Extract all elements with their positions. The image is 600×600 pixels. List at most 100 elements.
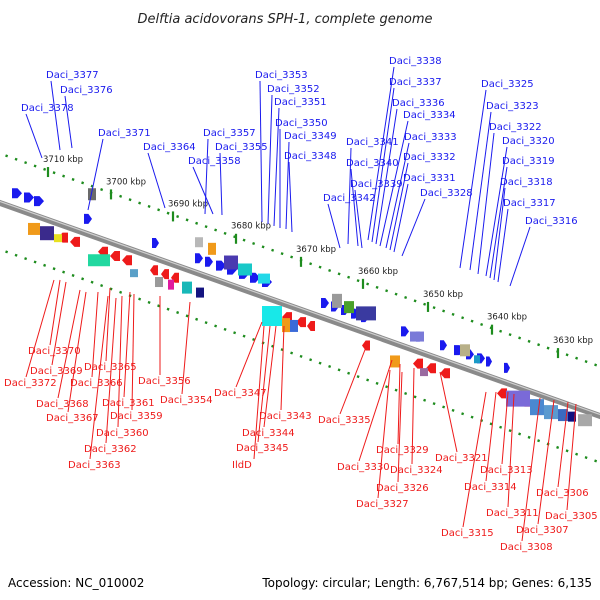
upper-tick-dot: [128, 198, 132, 202]
lower-tick-dot: [461, 412, 465, 416]
upper-tick-dot: [214, 228, 218, 232]
feature-block: [506, 390, 530, 407]
leader-daci-3329: [397, 363, 401, 445]
leader-daci-3364: [147, 152, 166, 209]
leader-daci-3366: [91, 291, 99, 378]
lower-tick-dot: [176, 311, 180, 315]
gene-label-daci-3323: Daci_3323: [486, 101, 539, 112]
gene-label-daci-3311: Daci_3311: [486, 508, 539, 519]
leader-daci-3342: [327, 203, 341, 249]
kbp-tick-label: 3640 kbp: [487, 313, 527, 323]
feature-block: [195, 237, 203, 248]
upper-tick-dot: [52, 171, 56, 175]
lower-tick-dot: [204, 321, 208, 325]
leader-daci-3313: [501, 391, 509, 465]
gene-label-daci-3343: Daci_3343: [259, 411, 312, 422]
upper-tick-dot: [584, 360, 588, 364]
gene-label-daci-3354: Daci_3354: [160, 395, 213, 406]
gene-label-daci-3344: Daci_3344: [242, 428, 295, 439]
upper-tick-dot: [347, 275, 351, 279]
leader-daci-3352: [267, 94, 273, 225]
gene-label-daci-3326: Daci_3326: [376, 483, 429, 494]
leader-daci-3345: [257, 325, 271, 443]
leader-daci-3357: [204, 138, 209, 215]
gene-label-daci-3324: Daci_3324: [390, 465, 443, 476]
forward-gene-arrow: [250, 272, 260, 283]
leader-daci-3336: [375, 108, 398, 245]
upper-tick-dot: [24, 161, 28, 165]
leader-daci-3344: [263, 325, 277, 428]
lower-tick-dot: [451, 408, 455, 412]
reverse-gene-arrow: [161, 269, 169, 280]
upper-tick-dot: [195, 221, 199, 225]
upper-tick-dot: [499, 329, 503, 333]
feature-block: [344, 301, 354, 314]
leader-daci-3331: [393, 183, 409, 253]
lower-tick-dot: [242, 334, 246, 338]
lower-tick-dot: [33, 260, 37, 264]
upper-tick-dot: [442, 309, 446, 313]
lower-tick-dot: [385, 385, 389, 389]
gene-label-daci-3363: Daci_3363: [68, 460, 121, 471]
gene-label-daci-3339: Daci_3339: [350, 179, 403, 190]
gene-label-daci-3329: Daci_3329: [376, 445, 429, 456]
gene-label-daci-3366: Daci_3366: [70, 378, 123, 389]
leader-layer: [25, 66, 577, 542]
leader-daci-3317: [497, 208, 509, 283]
leader-daci-3348: [288, 161, 293, 233]
backbone-line: [0, 199, 600, 420]
lower-tick-dot: [366, 378, 370, 382]
lower-tick-dot: [195, 317, 199, 321]
gene-label-daci-3361: Daci_3361: [102, 398, 155, 409]
leader-daci-3347: [235, 321, 263, 388]
kbp-tick-label: 3650 kbp: [423, 290, 463, 300]
gene-label-daci-3321: Daci_3321: [435, 453, 488, 464]
upper-tick-dot: [100, 188, 104, 192]
upper-tick-dot: [280, 252, 284, 256]
gene-label-daci-3350: Daci_3350: [275, 118, 328, 129]
gene-label-daci-3325: Daci_3325: [481, 79, 534, 90]
gene-label-daci-3352: Daci_3352: [267, 84, 320, 95]
kbp-tick-label: 3690 kbp: [168, 199, 208, 209]
upper-tick-dot: [394, 292, 398, 296]
reverse-gene-arrow: [440, 368, 450, 379]
lower-tick-dot: [594, 459, 598, 463]
kbp-tick-label: 3660 kbp: [358, 267, 398, 277]
reverse-gene-arrow: [150, 265, 158, 276]
tick-layer: 3710 kbp 3700 kbp 3690 kbp 3680 kbp 3670 kbp…: [5, 154, 598, 463]
leader-daci-3326: [397, 371, 403, 483]
upper-tick-dot: [166, 211, 170, 215]
upper-tick-dot: [328, 268, 332, 273]
gene-label-daci-3308: Daci_3308: [500, 542, 553, 553]
forward-gene-arrow: [216, 260, 226, 271]
gene-label-daci-3362: Daci_3362: [84, 444, 137, 455]
lower-tick-dot: [185, 314, 189, 318]
upper-tick-dot: [252, 242, 256, 246]
lower-tick-dot: [432, 402, 436, 406]
leader-daci-3328: [401, 198, 426, 257]
gene-label-daci-3334: Daci_3334: [403, 110, 456, 121]
feature-block: [238, 263, 252, 276]
gene-label-daci-3328: Daci_3328: [420, 188, 473, 199]
feature-block: [88, 254, 110, 267]
leader-daci-3354: [181, 301, 191, 395]
gene-label-daci-3337: Daci_3337: [389, 77, 442, 88]
forward-gene-arrow: [321, 297, 329, 308]
leader-daci-3308: [521, 397, 541, 542]
upper-tick-dot: [451, 312, 455, 316]
upper-tick-dot: [356, 279, 360, 283]
lower-tick-dot: [290, 351, 294, 355]
lower-tick-dot: [138, 297, 142, 301]
leader-daci-3327: [377, 369, 391, 499]
feature-block: [332, 293, 342, 308]
feature-block: [224, 255, 238, 270]
map-title: Delftia acidovorans SPH-1, complete geno…: [137, 12, 432, 27]
gene-label-daci-3356: Daci_3356: [138, 376, 191, 387]
leader-daci-3341: [347, 147, 352, 245]
feature-block: [28, 222, 40, 235]
backbone-layer: [0, 199, 600, 420]
gene-label-daci-3369: Daci_3369: [30, 366, 83, 377]
leader-daci-3368: [57, 289, 81, 399]
leader-daci-3359: [131, 293, 135, 411]
kbp-tick-label: 3670 kbp: [296, 245, 336, 255]
